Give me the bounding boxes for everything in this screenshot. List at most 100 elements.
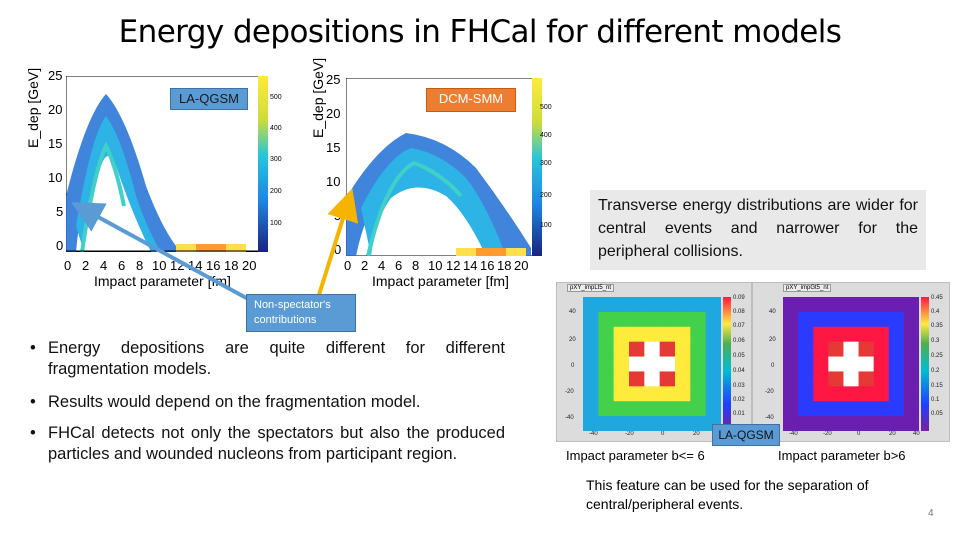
map-title: pXY_impLt5_nt [567,284,615,292]
grid-cell [798,356,814,372]
grid-cell [843,386,860,402]
grid-cell [613,386,630,402]
grid-cell [783,297,799,313]
map-z-tick: 0.09 [733,295,745,301]
map-z-tick: 0.02 [733,397,745,403]
x-tick: 10 [428,258,443,273]
x-tick: 4 [100,258,108,273]
grid-cell [888,356,905,372]
grid-cell [858,341,875,358]
edep-plot-laqgsm: E_dep [GeV] 25 20 15 10 5 0 500 400 300 … [20,68,282,290]
energy-grid-central [583,297,721,431]
grid-cell [613,416,630,431]
bullet-text: Energy depositions are quite different f… [48,339,505,378]
slide-title: Energy depositions in FHCal for differen… [118,14,842,50]
grid-cell [873,311,890,328]
grid-cell [629,311,645,328]
grid-cell [659,297,676,313]
grid-cell [598,386,615,402]
grid-cell [843,416,860,431]
grid-cell [798,401,814,417]
bullet-text: FHCal detects not only the spectators bu… [48,424,505,463]
x-tick: 8 [136,258,144,273]
grid-cell [644,386,661,402]
grid-cell [583,371,599,387]
grid-cell [798,341,814,358]
grid-cell [598,356,615,372]
grid-cell [583,311,599,328]
grid-cell [583,386,599,402]
grid-cell [888,297,905,313]
grid-cell [690,386,707,402]
grid-cell [629,326,645,343]
grid-cell [675,326,691,343]
grid-cell [598,326,615,343]
map-y-tick: 40 [769,309,776,315]
grid-cell [629,401,645,417]
x-tick: 20 [514,258,529,273]
grid-cell [613,297,630,313]
map-y-tick: 20 [769,337,776,343]
grid-cell [828,401,844,417]
grid-cell [705,356,721,372]
grid-cell [813,416,829,431]
grid-cell [613,311,630,328]
z-tick: 300 [540,160,552,167]
grid-cell [858,326,875,343]
grid-cell [705,401,721,417]
grid-cell [598,341,615,358]
grid-cell [629,416,645,431]
map-z-tick: 0.45 [931,295,943,301]
map-x-tick: 20 [889,431,896,437]
x-tick: 2 [361,258,369,273]
grid-cell [843,401,860,417]
grid-cell [903,386,919,402]
grid-cell [659,371,676,387]
grid-cell [858,401,875,417]
grid-cell [813,356,829,372]
map-x-tick: 20 [693,431,700,437]
non-spectator-callout: Non-spectator's contributions [246,294,356,332]
grid-cell [583,341,599,358]
grid-cell [798,386,814,402]
z-tick: 300 [270,156,282,163]
grid-cell [888,311,905,328]
map-z-tick: 0.06 [733,338,745,344]
grid-cell [705,311,721,328]
map-y-tick: 40 [569,309,576,315]
map-y-tick: -40 [765,415,774,421]
grid-cell [828,341,844,358]
grid-cell [813,341,829,358]
map-z-tick: 0.08 [733,309,745,315]
grid-cell [843,371,860,387]
map-z-tick: 0.03 [733,383,745,389]
grid-cell [644,371,661,387]
map-x-tick: -40 [789,431,798,437]
grid-cell [659,386,676,402]
grid-cell [903,341,919,358]
transverse-map-peripheral: pXY_impGt5_nt 40 20 0 -20 -40 -40 -20 0 … [752,282,950,442]
grid-cell [903,401,919,417]
grid-cell [690,311,707,328]
grid-cell [644,416,661,431]
y-tick: 15 [48,136,63,151]
grid-cell [690,356,707,372]
y-tick: 5 [56,204,64,219]
x-tick: 10 [152,258,167,273]
model-label-dcmsmm: DCM-SMM [426,88,516,112]
grid-cell [858,386,875,402]
grid-cell [629,371,645,387]
grid-cell [873,371,890,387]
grid-cell [783,341,799,358]
x-tick: 4 [378,258,386,273]
grid-cell [659,341,676,358]
grid-cell [690,371,707,387]
grid-cell [613,371,630,387]
grid-cell [813,386,829,402]
grid-cell [690,401,707,417]
z-tick: 200 [540,192,552,199]
grid-cell [583,401,599,417]
grid-cell [873,386,890,402]
map-y-tick: 0 [571,363,575,369]
grid-cell [675,311,691,328]
